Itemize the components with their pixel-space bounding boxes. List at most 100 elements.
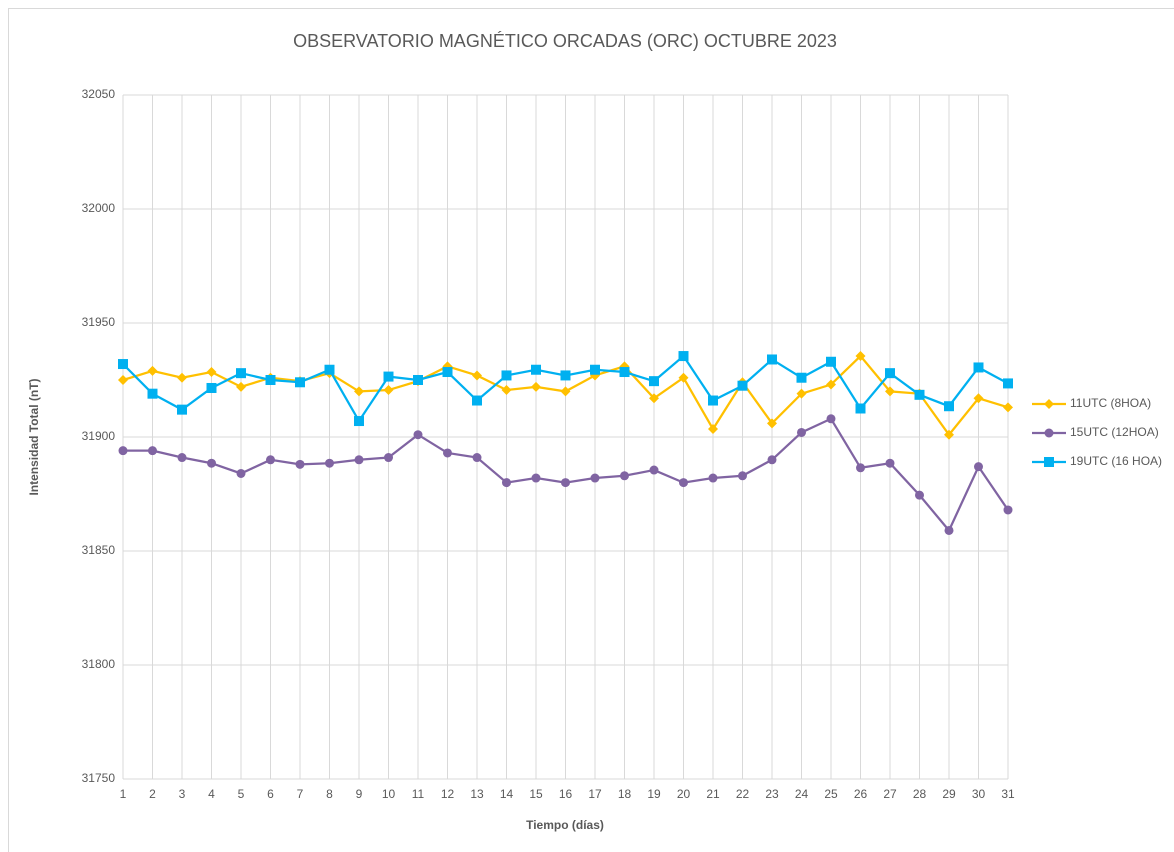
data-point <box>826 356 836 367</box>
data-point <box>413 430 423 440</box>
data-point <box>177 453 187 463</box>
x-tick-label: 18 <box>618 787 632 801</box>
x-tick-label: 28 <box>913 787 927 801</box>
data-point <box>855 403 866 414</box>
data-point <box>354 416 364 427</box>
data-point <box>619 367 630 378</box>
data-point <box>560 370 571 381</box>
data-point <box>679 478 688 488</box>
data-point <box>1003 505 1013 515</box>
data-point <box>826 414 836 424</box>
data-point <box>885 386 895 397</box>
data-point <box>885 368 895 379</box>
data-point <box>295 377 305 388</box>
data-point <box>354 455 364 465</box>
data-point <box>678 372 689 383</box>
data-point <box>383 371 394 382</box>
data-point <box>177 372 187 383</box>
data-point <box>973 393 984 404</box>
data-point <box>472 453 482 463</box>
data-point <box>206 367 217 378</box>
data-point <box>324 364 335 375</box>
data-point <box>295 459 305 469</box>
data-point <box>708 395 718 406</box>
data-point <box>708 424 718 435</box>
data-point <box>561 478 570 488</box>
x-tick-label: 19 <box>647 787 661 801</box>
x-tick-label: 16 <box>559 787 573 801</box>
data-point <box>265 375 276 385</box>
data-point <box>413 375 423 385</box>
y-tick-label: 32000 <box>82 201 116 215</box>
data-point <box>974 462 983 472</box>
x-tick-label: 3 <box>179 787 186 801</box>
x-tick-label: 1 <box>120 787 127 801</box>
data-point <box>737 380 748 391</box>
data-point <box>590 473 600 483</box>
data-point <box>767 418 777 429</box>
data-point <box>914 389 925 400</box>
chart-frame <box>8 8 1174 852</box>
x-tick-label: 2 <box>149 787 156 801</box>
data-point <box>826 379 836 390</box>
data-point <box>383 385 394 396</box>
data-point <box>620 471 629 481</box>
y-tick-label: 31750 <box>82 771 116 785</box>
data-point <box>118 359 128 370</box>
x-tick-label: 21 <box>706 787 720 801</box>
data-point <box>177 404 187 415</box>
data-point <box>118 375 128 385</box>
x-axis-label: Tiempo (días) <box>526 818 604 832</box>
data-point <box>531 364 541 375</box>
x-tick-label: 20 <box>677 787 691 801</box>
data-point <box>944 401 954 412</box>
data-point <box>147 388 158 399</box>
data-point <box>678 351 689 362</box>
data-point <box>856 463 865 473</box>
data-point <box>767 354 777 365</box>
x-tick-label: 22 <box>736 787 750 801</box>
data-point <box>472 370 482 381</box>
data-point <box>236 468 246 478</box>
y-tick-label: 31950 <box>82 315 116 329</box>
y-tick-label: 31800 <box>82 657 116 671</box>
x-tick-label: 13 <box>470 787 484 801</box>
y-axis-label: Intensidad Total (nT) <box>27 378 41 495</box>
legend-marker <box>1044 428 1054 438</box>
data-point <box>885 458 895 468</box>
x-tick-label: 4 <box>208 787 215 801</box>
data-point <box>649 376 659 387</box>
x-tick-label: 31 <box>1001 787 1015 801</box>
data-point <box>855 351 866 362</box>
legend-marker <box>1044 457 1054 467</box>
data-point <box>915 490 924 500</box>
data-point <box>442 367 453 378</box>
y-tick-label: 31900 <box>82 429 116 443</box>
data-point <box>501 370 512 381</box>
data-point <box>354 386 364 397</box>
data-point <box>207 458 216 468</box>
x-tick-label: 12 <box>441 787 455 801</box>
x-tick-label: 24 <box>795 787 809 801</box>
legend-marker <box>1044 399 1054 409</box>
x-tick-label: 10 <box>382 787 396 801</box>
data-point <box>148 446 157 456</box>
data-point <box>118 446 128 456</box>
data-point <box>649 393 659 404</box>
x-tick-label: 14 <box>500 787 514 801</box>
x-tick-label: 25 <box>824 787 838 801</box>
x-tick-label: 27 <box>883 787 897 801</box>
x-tick-label: 15 <box>529 787 543 801</box>
data-point <box>590 364 600 375</box>
x-tick-label: 5 <box>238 787 245 801</box>
data-point <box>796 372 807 383</box>
data-point <box>796 388 807 399</box>
x-tick-label: 30 <box>972 787 986 801</box>
x-tick-label: 11 <box>412 787 425 801</box>
data-point <box>767 455 777 465</box>
data-point <box>531 473 541 483</box>
data-point <box>649 465 659 475</box>
data-point <box>384 453 393 463</box>
data-point <box>325 458 334 468</box>
